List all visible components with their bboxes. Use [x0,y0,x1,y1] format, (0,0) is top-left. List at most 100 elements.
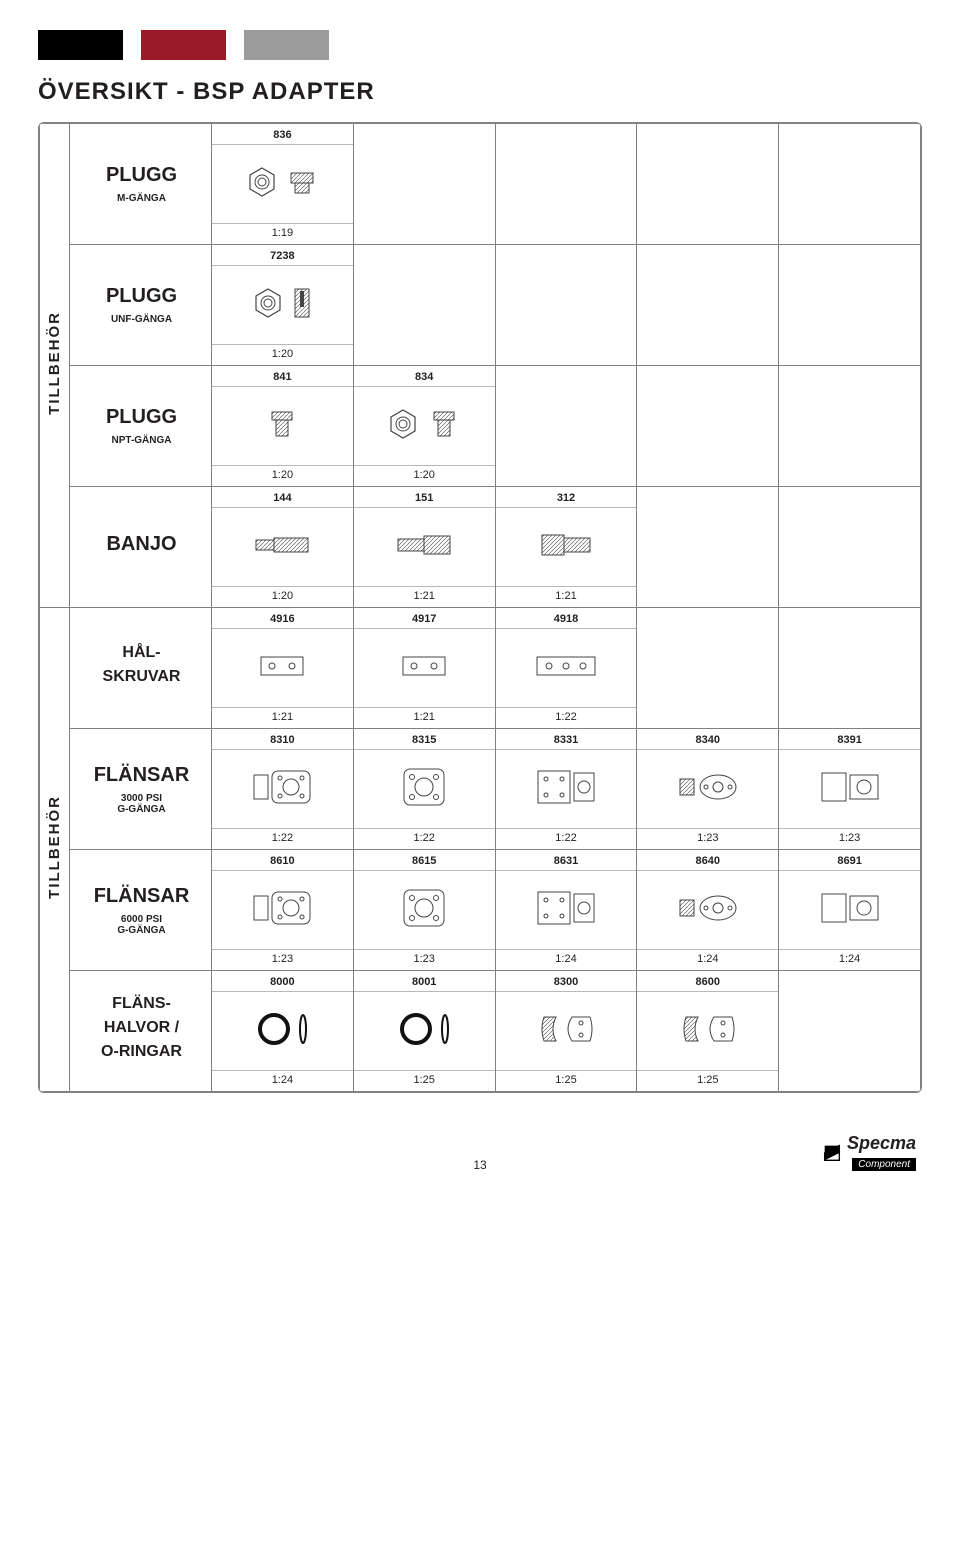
page-ref: 1:20 [212,344,353,365]
part-icon [394,530,454,565]
part-icon [252,530,312,565]
adapter-table: TILLBEHÖRPLUGGM-GÄNGA8361:19PLUGGUNF-GÄN… [38,122,922,1093]
category-name: BANJO [70,487,212,608]
part-cell: 8411:20 [212,366,354,487]
part-cell: 86401:24 [637,850,779,971]
part-cell: 86101:23 [212,850,354,971]
part-icon [533,651,599,686]
part-cell: 8631 1:24 [495,850,637,971]
side-label: TILLBEHÖR [40,608,70,1092]
part-cell: 144 1:20 [212,487,354,608]
page-ref: 1:24 [637,949,778,970]
page-ref: 1:19 [212,223,353,244]
part-number: 4918 [496,608,637,629]
page-ref: 1:22 [496,828,637,849]
part-icon [398,1011,434,1052]
empty-cell [637,245,779,366]
part-icon [291,285,313,326]
part-number: 8310 [212,729,353,750]
page-ref: 1:20 [212,586,353,607]
part-cell: 49181:22 [495,608,637,729]
part-number: 7238 [212,245,353,266]
page-ref: 1:22 [212,828,353,849]
empty-cell [495,366,637,487]
part-cell: 1511:21 [353,487,495,608]
part-cell: 83151:22 [353,729,495,850]
part-number: 834 [354,366,495,387]
part-number: 836 [212,124,353,145]
part-cell: 86001:25 [637,971,779,1092]
brand-sub: Component [852,1158,916,1171]
part-cell: 83911:23 [779,729,921,850]
page-ref: 1:23 [354,949,495,970]
part-number: 144 [212,487,353,508]
part-cell: 8615 1:23 [353,850,495,971]
page-ref: 1:23 [212,949,353,970]
part-icon [676,769,740,810]
part-cell: 80011:25 [353,971,495,1092]
part-number: 8691 [779,850,920,871]
part-cell: 80001:24 [212,971,354,1092]
part-icon [257,651,307,686]
page-ref: 1:22 [354,828,495,849]
part-number: 8340 [637,729,778,750]
part-icon [534,767,598,812]
side-label: TILLBEHÖR [40,124,70,608]
part-cell: 49161:21 [212,608,354,729]
category-name: HÅL-SKRUVAR [70,608,212,729]
part-cell: 83311:22 [495,729,637,850]
category-name: FLÄNSAR6000 PSIG-GÄNGA [70,850,212,971]
empty-cell [637,366,779,487]
part-icon [426,406,462,447]
part-icon [251,286,285,325]
empty-cell [637,487,779,608]
part-icon [440,1011,450,1052]
part-number: 8300 [496,971,637,992]
category-row: FLÄNS-HALVOR /O-RINGAR80001:2480011:2583… [40,971,921,1092]
part-icon [536,1011,596,1052]
page-ref: 1:21 [212,707,353,728]
part-cell: 8310 1:22 [212,729,354,850]
part-icon [250,888,314,933]
part-icon [399,651,449,686]
empty-cell [779,245,921,366]
page-ref: 1:25 [496,1070,637,1091]
page-ref: 1:24 [496,949,637,970]
category-row: TILLBEHÖRHÅL-SKRUVAR49161:2149171:214918… [40,608,921,729]
brand-logo: Specma Component [776,1133,916,1172]
part-icon [676,890,740,931]
part-number: 4917 [354,608,495,629]
part-number: 8615 [354,850,495,871]
page-ref: 1:25 [637,1070,778,1091]
empty-cell [779,487,921,608]
page-ref: 1:21 [496,586,637,607]
part-icon [245,165,279,204]
brand-name: Specma [847,1133,916,1154]
category-row: PLUGGNPT-GÄNGA8411:208341:20 [40,366,921,487]
empty-cell [779,124,921,245]
page-number: 13 [184,1158,776,1172]
part-number: 8631 [496,850,637,871]
category-name: PLUGGNPT-GÄNGA [70,366,212,487]
part-icon [534,888,598,933]
part-icon [818,888,882,933]
part-icon [398,765,450,814]
empty-cell [779,608,921,729]
page-ref: 1:24 [779,949,920,970]
part-number: 8001 [354,971,495,992]
part-icon [250,767,314,812]
empty-cell [353,245,495,366]
swatch-gray [244,30,329,60]
part-icon [264,406,300,447]
page-ref: 1:24 [212,1070,353,1091]
empty-cell [779,971,921,1092]
page-ref: 1:23 [637,828,778,849]
color-bar [38,30,922,60]
category-row: TILLBEHÖRPLUGGM-GÄNGA8361:19 [40,124,921,245]
page-ref: 1:21 [354,586,495,607]
part-icon [386,407,420,446]
part-cell: 836 1:19 [212,124,354,245]
category-row: FLÄNSAR6000 PSIG-GÄNGA86101:2386151:2386… [40,850,921,971]
part-icon [398,886,450,935]
part-cell: 8300 1:25 [495,971,637,1092]
